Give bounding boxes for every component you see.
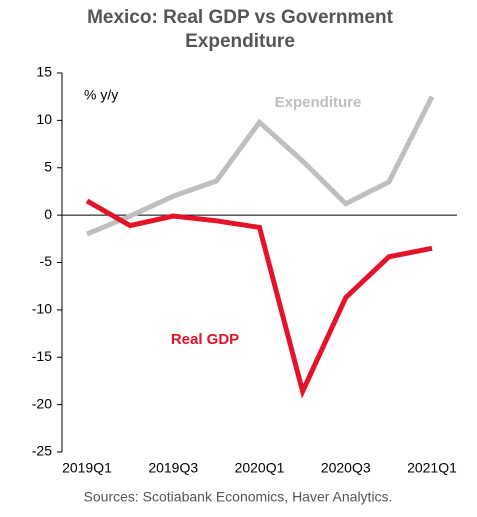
source-note: Sources: Scotiabank Economics, Haver Ana… bbox=[84, 489, 393, 505]
series-line bbox=[85, 198, 433, 399]
y-tick-label: -20 bbox=[32, 395, 52, 411]
x-tick-label: 2019Q1 bbox=[62, 460, 112, 476]
x-tick-label: 2020Q3 bbox=[321, 460, 371, 476]
series-annotation: Expenditure bbox=[275, 94, 362, 111]
x-tick-label: 2019Q3 bbox=[148, 460, 198, 476]
y-tick-label: -10 bbox=[32, 301, 52, 317]
y-tick-label: 10 bbox=[36, 111, 52, 127]
series-annotation: Real GDP bbox=[171, 331, 239, 348]
y-tick-label: 0 bbox=[44, 206, 52, 222]
x-tick-label: 2020Q1 bbox=[235, 460, 285, 476]
y-tick-label: -15 bbox=[32, 348, 52, 364]
y-tick-label: -5 bbox=[40, 253, 53, 269]
x-tick-label: 2021Q1 bbox=[407, 460, 457, 476]
y-tick-label: 5 bbox=[44, 158, 52, 174]
series-line bbox=[86, 95, 435, 237]
y-tick-label: -25 bbox=[32, 443, 52, 459]
y-axis-label: % y/y bbox=[84, 87, 118, 103]
y-tick-label: 15 bbox=[36, 64, 52, 80]
chart-title: Mexico: Real GDP vs Government Expenditu… bbox=[87, 7, 393, 52]
